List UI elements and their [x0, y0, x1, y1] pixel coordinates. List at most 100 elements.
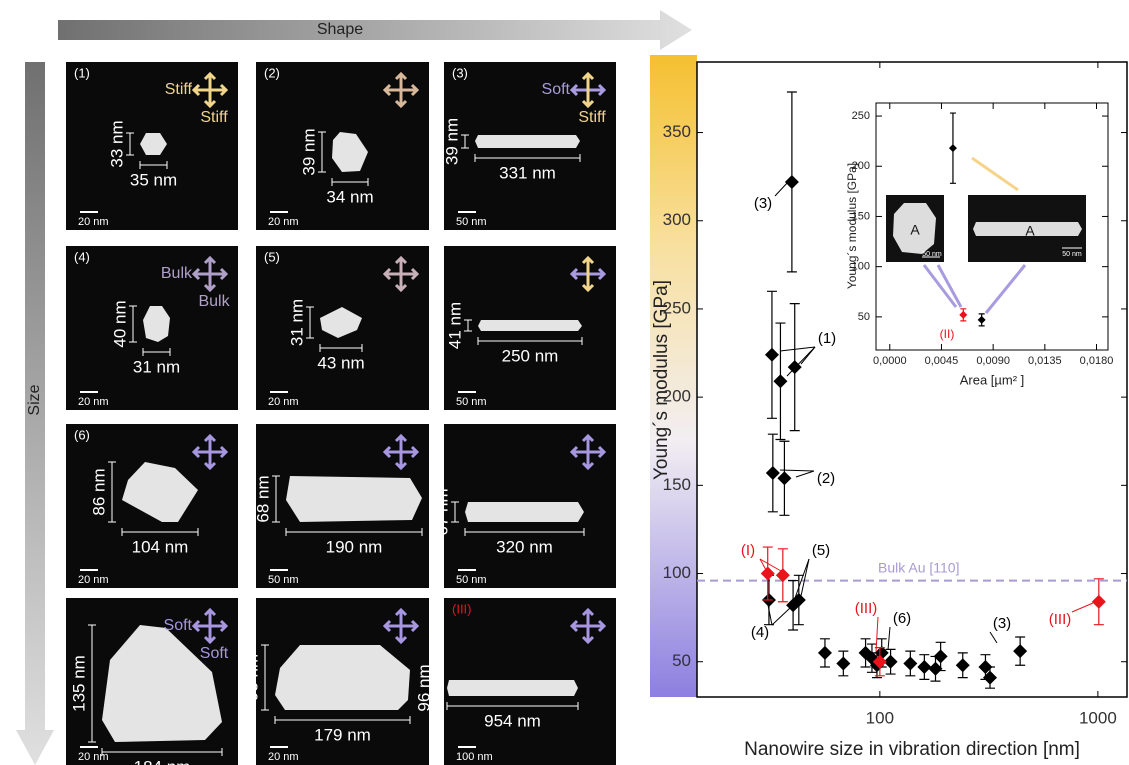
width-label: 320 nm — [496, 537, 553, 556]
annotation: (4) — [751, 624, 769, 641]
inset-x-label: Area [µm² ] — [960, 372, 1025, 387]
data-point — [773, 374, 787, 388]
size-arrow: Size — [16, 62, 54, 765]
data-point — [1013, 644, 1027, 658]
data-point — [903, 656, 917, 670]
width-label: 184 nm — [134, 757, 191, 765]
reference-label: Bulk Au [110] — [878, 559, 959, 575]
y-tick-label: 100 — [852, 261, 870, 273]
inset-annotation: 50 nm — [922, 251, 942, 258]
scale-label: 50 nm — [268, 574, 299, 586]
y-tick-label: 50 — [858, 311, 870, 323]
width-label: 179 nm — [314, 725, 371, 744]
data-point — [836, 656, 850, 670]
annotation-arrow — [876, 617, 878, 652]
data-point — [956, 658, 970, 672]
annotation: (I) — [741, 542, 755, 559]
tile-label: (2) — [264, 65, 280, 80]
data-point — [765, 348, 779, 362]
scale-label: 20 nm — [268, 216, 299, 228]
y-tick-label: 300 — [663, 210, 691, 229]
nanowire-cross-section — [286, 476, 422, 522]
x-axis-label: Nanowire size in vibration direction [nm… — [744, 739, 1080, 760]
direction-v-label: Stiff — [200, 109, 228, 126]
width-label: 190 nm — [326, 537, 383, 556]
width-label: 31 nm — [133, 357, 180, 376]
scale-label: 20 nm — [268, 396, 299, 408]
height-label: 41 nm — [445, 302, 464, 349]
tile-label: (III) — [452, 601, 472, 616]
annotation-arrow — [1072, 603, 1093, 612]
annotation: (III) — [1049, 611, 1072, 628]
annotation-arrow — [796, 471, 814, 477]
inset-annotation: A — [910, 222, 920, 238]
annotation-arrow — [780, 347, 815, 351]
tile-label: (4) — [74, 249, 90, 264]
height-bracket — [433, 680, 441, 696]
x-tick-label: 0,0180 — [1080, 355, 1114, 367]
scale-label: 20 nm — [268, 751, 299, 763]
nanowire-cross-section — [275, 645, 410, 710]
nanowire-cross-section — [478, 320, 582, 331]
height-label: 39 nm — [442, 118, 461, 165]
y-tick-label: 250 — [852, 110, 870, 122]
y-tick-label: 200 — [852, 160, 870, 172]
height-label: 96 nm — [414, 664, 433, 711]
direction-h-label: Soft — [164, 617, 193, 634]
width-label: 43 nm — [317, 353, 364, 372]
y-tick-label: 350 — [663, 122, 691, 141]
scale-label: 20 nm — [78, 396, 109, 408]
data-point — [777, 471, 791, 485]
annotation: (3) — [993, 615, 1011, 632]
annotation: (3) — [754, 195, 772, 212]
nanowire-tile: 41 nm 250 nm 50 nm — [444, 246, 616, 410]
x-tick-label: 0,0045 — [925, 355, 959, 367]
nanowire-tile: 93 nm 179 nm 20 nm — [242, 598, 429, 765]
data-point — [766, 466, 780, 480]
height-label: 40 nm — [110, 300, 129, 347]
data-point — [1092, 595, 1106, 609]
tile-label: (1) — [74, 65, 90, 80]
width-label: 250 nm — [502, 346, 559, 365]
height-label: 93 nm — [242, 654, 261, 701]
nanowire-cross-section — [447, 680, 578, 696]
annotation-arrow — [801, 347, 815, 364]
scale-label: 50 nm — [456, 396, 487, 408]
inset-annotation: A — [1025, 223, 1035, 239]
nanowire-tile: (4)40 nm31 nm20 nmBulkBulk — [66, 246, 238, 410]
y-tick-label: 150 — [852, 210, 870, 222]
annotation: (1) — [818, 330, 836, 347]
annotation-arrow — [990, 632, 997, 643]
width-label: 331 nm — [499, 163, 556, 182]
size-label: Size — [26, 384, 43, 415]
height-label: 33 nm — [107, 120, 126, 167]
data-point — [917, 660, 931, 674]
annotation-arrow — [888, 627, 890, 650]
tile-label: (6) — [74, 427, 90, 442]
inset-annotation: (II) — [940, 327, 955, 341]
data-point — [785, 175, 799, 189]
scale-label: 50 nm — [456, 574, 487, 586]
x-tick-label: 100 — [866, 708, 894, 727]
scale-label: 50 nm — [456, 216, 487, 228]
annotation-arrow — [780, 470, 814, 471]
y-tick-label: 250 — [663, 298, 691, 317]
y-tick-label: 150 — [663, 475, 691, 494]
direction-v-label: Bulk — [198, 293, 230, 310]
direction-v-label: Soft — [200, 645, 229, 662]
x-tick-label: 0,0135 — [1028, 355, 1062, 367]
height-label: 86 nm — [89, 468, 108, 515]
annotation: (6) — [893, 610, 911, 627]
x-tick-label: 0,0000 — [873, 355, 907, 367]
scale-label: 20 nm — [78, 751, 109, 763]
nanowire-tile: (1)33 nm35 nm20 nmStiffStiff — [66, 62, 238, 230]
annotation: (2) — [817, 470, 835, 487]
data-point — [761, 567, 775, 581]
y-tick-label: 200 — [663, 387, 691, 406]
height-label: 39 nm — [299, 128, 318, 175]
shape-arrow: Shape — [58, 10, 692, 50]
